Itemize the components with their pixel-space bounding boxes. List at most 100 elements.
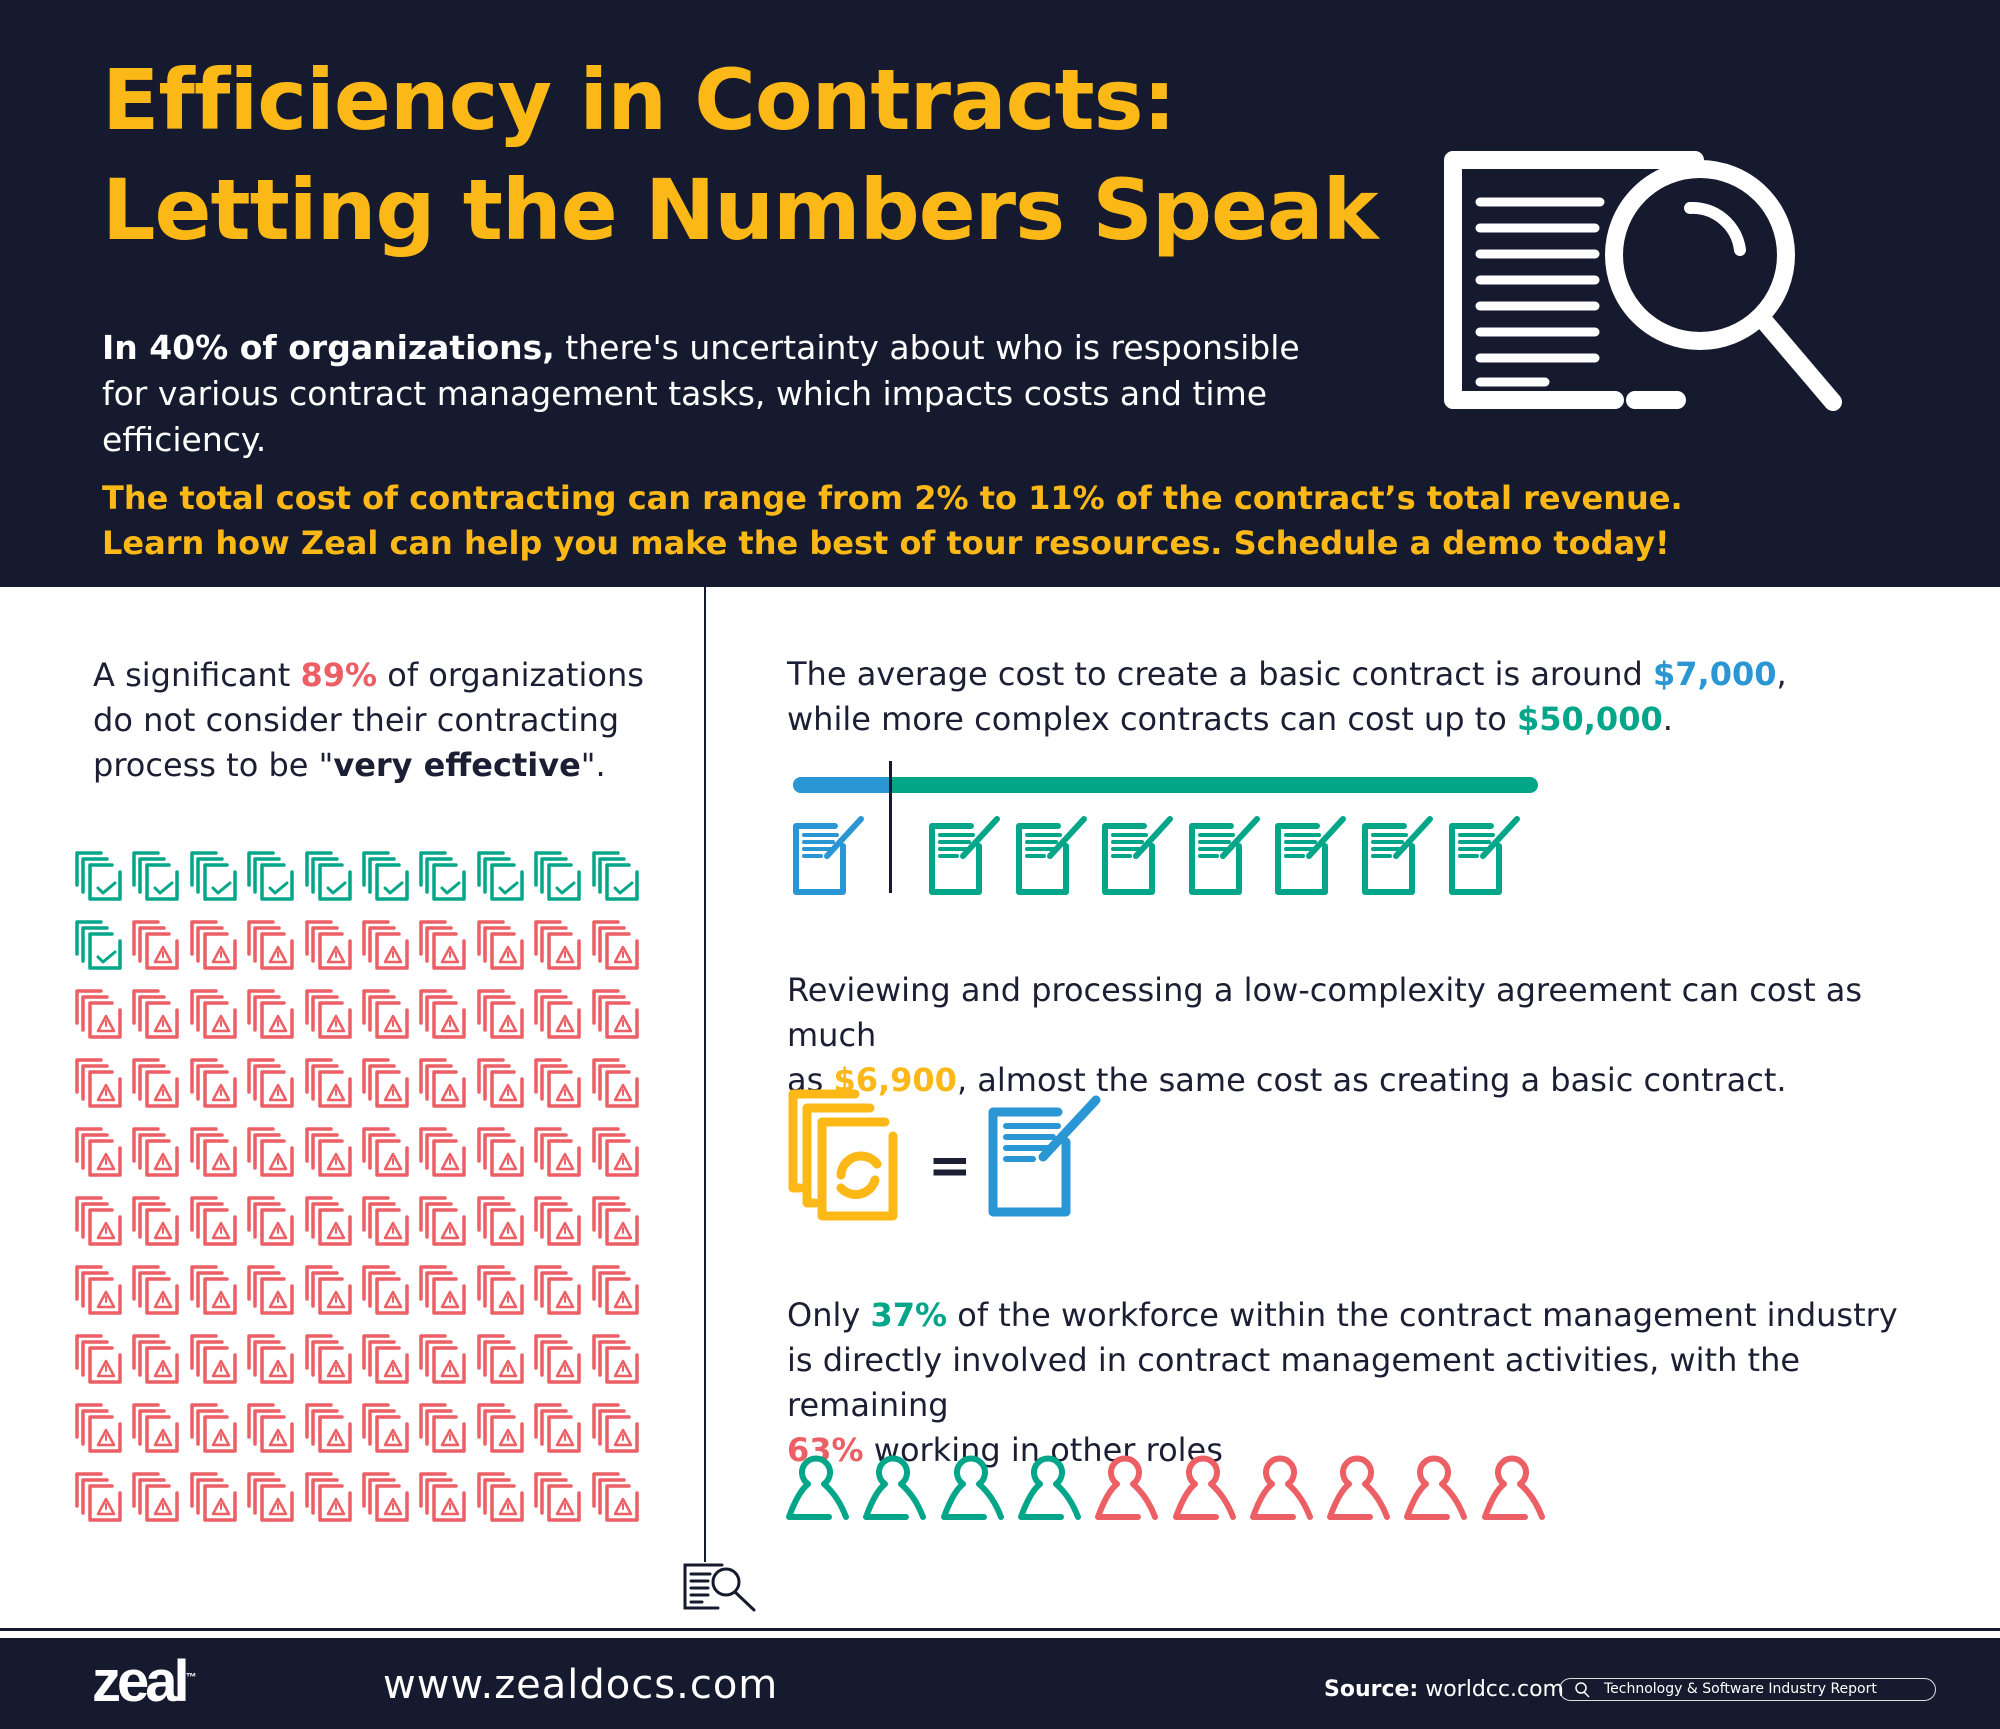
footer: zeal™ www.zealdocs.com Source: worldcc.c… — [0, 1638, 2000, 1729]
complex-contract-icon — [1362, 816, 1433, 895]
warning-doc-icon — [304, 920, 352, 970]
warning-doc-icon — [247, 1127, 294, 1177]
warning-doc-icon — [419, 920, 467, 970]
zeal-logo[interactable]: zeal™ — [92, 1648, 197, 1715]
warning-doc-icon — [362, 1403, 409, 1453]
complex-contract-icon — [1102, 816, 1174, 895]
warning-doc-icon — [477, 989, 524, 1039]
contract-document-icon — [988, 1095, 1101, 1217]
warning-doc-icon — [75, 1403, 122, 1453]
warning-doc-icon — [591, 989, 639, 1039]
organizations-icon-grid — [74, 850, 654, 1540]
warning-doc-icon — [190, 1403, 237, 1453]
text: Reviewing and processing a low-complexit… — [787, 971, 1863, 1054]
warning-doc-icon — [132, 1334, 180, 1384]
website-link[interactable]: www.zealdocs.com — [383, 1662, 779, 1708]
warning-doc-icon — [477, 1334, 524, 1384]
text: do not consider their contracting — [93, 701, 620, 739]
warning-doc-icon — [304, 1196, 352, 1246]
pct-89: 89% — [300, 656, 378, 694]
person-icon — [1404, 1455, 1468, 1520]
review-text: Reviewing and processing a low-complexit… — [787, 968, 1937, 1103]
search-icon — [1575, 1682, 1590, 1698]
warning-doc-icon — [362, 1058, 409, 1108]
document-search-small-icon — [683, 1563, 756, 1612]
source-link[interactable]: worldcc.com — [1418, 1677, 1564, 1702]
report-label: Technology & Software Industry Report — [1604, 1681, 1877, 1697]
warning-doc-icon — [304, 1472, 352, 1522]
warning-doc-icon — [247, 1334, 294, 1384]
effective-doc-icon — [75, 920, 122, 970]
effective-doc-icon — [190, 851, 237, 901]
workforce-text: Only 37% of the workforce within the con… — [787, 1293, 1937, 1473]
person-icon — [1327, 1455, 1391, 1520]
warning-doc-icon — [534, 1334, 581, 1384]
warning-doc-icon — [247, 989, 294, 1039]
warning-doc-icon — [477, 1265, 524, 1315]
effective-doc-icon — [132, 851, 180, 901]
cta-line-1: The total cost of contracting can range … — [102, 479, 1683, 517]
warning-doc-icon — [591, 1127, 639, 1177]
warning-doc-icon — [419, 1127, 467, 1177]
person-icon — [1017, 1455, 1081, 1520]
warning-doc-icon — [132, 989, 180, 1039]
warning-doc-icon — [132, 1127, 180, 1177]
warning-doc-icon — [247, 1196, 294, 1246]
very-effective: very effective — [333, 746, 581, 784]
warning-doc-icon — [132, 1058, 180, 1108]
warning-doc-icon — [304, 989, 352, 1039]
effectiveness-text: A significant 89% of organizations do no… — [93, 653, 653, 788]
text: The average cost to create a basic contr… — [787, 655, 1653, 693]
effective-doc-icon — [247, 851, 294, 901]
warning-doc-icon — [477, 920, 524, 970]
warning-doc-icon — [75, 1127, 122, 1177]
warning-doc-icon — [534, 1472, 581, 1522]
warning-doc-icon — [304, 1127, 352, 1177]
warning-doc-icon — [75, 1265, 122, 1315]
effective-doc-icon — [477, 851, 524, 901]
warning-doc-icon — [190, 1058, 237, 1108]
warning-doc-icon — [132, 1472, 180, 1522]
warning-doc-icon — [534, 920, 581, 970]
warning-doc-icon — [591, 1403, 639, 1453]
text: , almost the same cost as creating a bas… — [956, 1061, 1787, 1099]
complex-contract-icon — [929, 816, 1000, 895]
effective-doc-icon — [75, 851, 122, 901]
warning-doc-icon — [591, 1472, 639, 1522]
warning-doc-icon — [190, 1196, 237, 1246]
warning-doc-icon — [419, 989, 467, 1039]
person-icon — [1095, 1455, 1159, 1520]
warning-doc-icon — [419, 1196, 467, 1246]
text: of the workforce within the contract man… — [947, 1296, 1898, 1334]
warning-doc-icon — [75, 1334, 122, 1384]
warning-doc-icon — [190, 920, 237, 970]
intro-text: In 40% of organizations, there's uncerta… — [102, 325, 1402, 463]
warning-doc-icon — [419, 1058, 467, 1108]
warning-doc-icon — [247, 1058, 294, 1108]
complex-contract-icon — [1275, 816, 1347, 895]
pct-37: 37% — [870, 1296, 948, 1334]
warning-doc-icon — [75, 1196, 122, 1246]
person-icon — [940, 1455, 1004, 1520]
cost-bar-marker — [889, 761, 892, 893]
text: of organizations — [377, 656, 644, 694]
effective-doc-icon — [534, 851, 581, 901]
warning-doc-icon — [304, 1403, 352, 1453]
warning-doc-icon — [477, 1127, 524, 1177]
text: while more complex contracts can cost up… — [787, 700, 1517, 738]
report-pill[interactable]: Technology & Software Industry Report — [1559, 1678, 1936, 1701]
warning-doc-icon — [362, 920, 409, 970]
cta-text: The total cost of contracting can range … — [102, 476, 1702, 566]
warning-doc-icon — [190, 1334, 237, 1384]
logo-text: zeal — [92, 1649, 190, 1714]
warning-doc-icon — [534, 1196, 581, 1246]
complex-contract-icon — [1188, 816, 1260, 895]
basic-cost: $7,000 — [1653, 655, 1777, 693]
warning-doc-icon — [362, 1472, 409, 1522]
intro-rest: there's uncertainty about who is respons… — [554, 328, 1300, 367]
person-icon — [1481, 1455, 1545, 1520]
effective-doc-icon — [304, 851, 352, 901]
person-icon — [1249, 1455, 1313, 1520]
warning-doc-icon — [534, 1403, 581, 1453]
warning-doc-icon — [247, 1265, 294, 1315]
